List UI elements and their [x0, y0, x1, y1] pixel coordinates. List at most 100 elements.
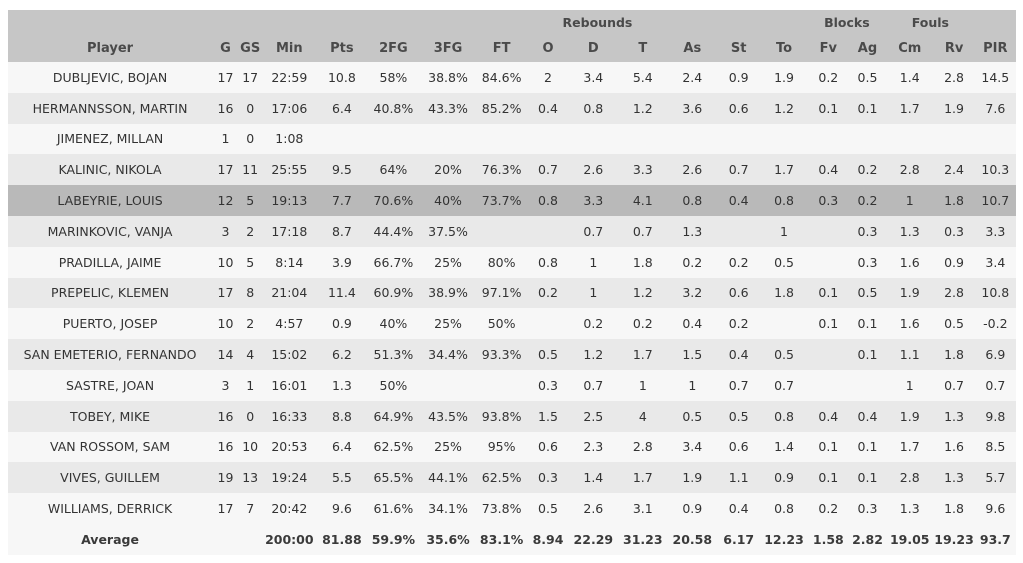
cell-blk-ag: 0.1 [848, 462, 887, 494]
cell-g: 17 [212, 277, 239, 309]
cell-gs: 1 [238, 369, 262, 401]
average-cell-reb-t: 31.23 [618, 523, 668, 555]
cell-g: 17 [212, 493, 239, 524]
cell-ft: 76.3% [475, 154, 528, 186]
cell-player: PRADILLA, JAIME [8, 246, 213, 278]
column-header-st: St [717, 34, 761, 62]
cell-to: 0.5 [760, 339, 808, 370]
cell-min: 25:55 [261, 154, 318, 186]
cell-blk-ag: 0.1 [848, 431, 887, 463]
cell-reb-t: 1.2 [618, 92, 668, 124]
cell-gs: 4 [238, 339, 262, 370]
cell-reb-d: 2.6 [568, 154, 619, 186]
cell-min: 19:24 [261, 462, 318, 494]
average-cell-pts: 81.88 [317, 523, 367, 555]
cell-pts: 8.7 [317, 215, 367, 247]
cell-to: 1.8 [760, 277, 808, 309]
cell-blk-ag: 0.3 [848, 215, 887, 247]
cell-g: 3 [212, 369, 239, 401]
cell-player: WILLIAMS, DERRICK [8, 493, 213, 524]
average-cell-as: 20.58 [667, 523, 718, 555]
cell-pir: 10.7 [974, 185, 1016, 216]
cell-blk-fv: 0.1 [807, 277, 849, 309]
cell-reb-t: 0.7 [618, 215, 668, 247]
cell-pir [974, 123, 1016, 155]
cell-reb-o [527, 308, 569, 340]
player-stats-table: Rebounds Blocks Fouls Player G GS Min Pts 2FG… [8, 10, 1016, 555]
cell-2fg: 61.6% [366, 493, 421, 524]
column-header-reb-t: T [618, 34, 668, 62]
cell-as: 0.8 [667, 185, 718, 216]
cell-reb-d: 2.3 [568, 431, 619, 463]
cell-st: 0.6 [717, 277, 761, 309]
cell-reb-d: 0.8 [568, 92, 619, 124]
cell-ft [475, 369, 528, 401]
cell-blk-ag [848, 123, 887, 155]
cell-reb-t: 4.1 [618, 185, 668, 216]
column-header-reb-d: D [568, 34, 619, 62]
cell-ft: 50% [475, 308, 528, 340]
cell-player: VIVES, GUILLEM [8, 462, 213, 494]
cell-as: 3.6 [667, 92, 718, 124]
cell-g: 19 [212, 462, 239, 494]
cell-as: 2.6 [667, 154, 718, 186]
cell-gs: 0 [238, 400, 262, 432]
cell-blk-fv: 0.4 [807, 154, 849, 186]
cell-blk-fv: 0.4 [807, 400, 849, 432]
cell-pir: 5.7 [974, 462, 1016, 494]
cell-foul-rv: 0.5 [933, 308, 975, 340]
cell-reb-o: 0.7 [527, 154, 569, 186]
cell-pir: 8.5 [974, 431, 1016, 463]
cell-g: 17 [212, 154, 239, 186]
cell-min: 1:08 [261, 123, 318, 155]
cell-reb-o: 0.4 [527, 92, 569, 124]
cell-foul-rv [933, 123, 975, 155]
cell-player: JIMENEZ, MILLAN [8, 123, 213, 155]
column-header-pir: PIR [974, 34, 1016, 62]
cell-blk-fv [807, 246, 849, 278]
cell-foul-cm: 1.7 [886, 92, 934, 124]
cell-min: 4:57 [261, 308, 318, 340]
cell-gs: 2 [238, 308, 262, 340]
group-header-blocks: Blocks [807, 10, 887, 34]
table-body: DUBLJEVIC, BOJAN 17 17 22:59 10.8 58% 38.8% 84.… [8, 62, 1016, 555]
cell-to: 0.8 [760, 400, 808, 432]
average-row: Average 200:00 81.88 59.9% 35.6% 83.1% 8.94 22.… [8, 523, 1016, 555]
cell-3fg: 40% [420, 185, 476, 216]
cell-as: 2.4 [667, 62, 718, 93]
cell-ft: 93.8% [475, 400, 528, 432]
cell-ft: 80% [475, 246, 528, 278]
cell-player: VAN ROSSOM, SAM [8, 431, 213, 463]
cell-to: 1.2 [760, 92, 808, 124]
cell-ft: 84.6% [475, 62, 528, 93]
cell-g: 1 [212, 123, 239, 155]
group-header-end [974, 10, 1016, 34]
cell-blk-fv: 0.1 [807, 308, 849, 340]
cell-2fg: 62.5% [366, 431, 421, 463]
cell-3fg: 38.9% [420, 277, 476, 309]
group-header-blank [8, 10, 528, 34]
table-row: SAN EMETERIO, FERNANDO 14 4 15:02 6.2 51.3% 34… [8, 339, 1016, 370]
cell-pir: 3.3 [974, 215, 1016, 247]
cell-pir: 10.8 [974, 277, 1016, 309]
cell-blk-fv [807, 215, 849, 247]
cell-foul-rv: 1.8 [933, 185, 975, 216]
cell-reb-o [527, 215, 569, 247]
cell-3fg: 25% [420, 308, 476, 340]
cell-reb-d: 3.4 [568, 62, 619, 93]
cell-pir: -0.2 [974, 308, 1016, 340]
cell-g: 16 [212, 431, 239, 463]
cell-reb-t: 1.7 [618, 339, 668, 370]
cell-gs: 7 [238, 493, 262, 524]
cell-pts: 6.4 [317, 92, 367, 124]
cell-st: 0.6 [717, 431, 761, 463]
cell-ft: 93.3% [475, 339, 528, 370]
column-header-min: Min [261, 34, 318, 62]
cell-pts [317, 123, 367, 155]
cell-g: 16 [212, 400, 239, 432]
column-header-gs: GS [238, 34, 262, 62]
average-cell-pir: 93.7 [974, 523, 1016, 555]
cell-gs: 2 [238, 215, 262, 247]
cell-blk-fv: 0.2 [807, 62, 849, 93]
cell-to: 0.7 [760, 369, 808, 401]
